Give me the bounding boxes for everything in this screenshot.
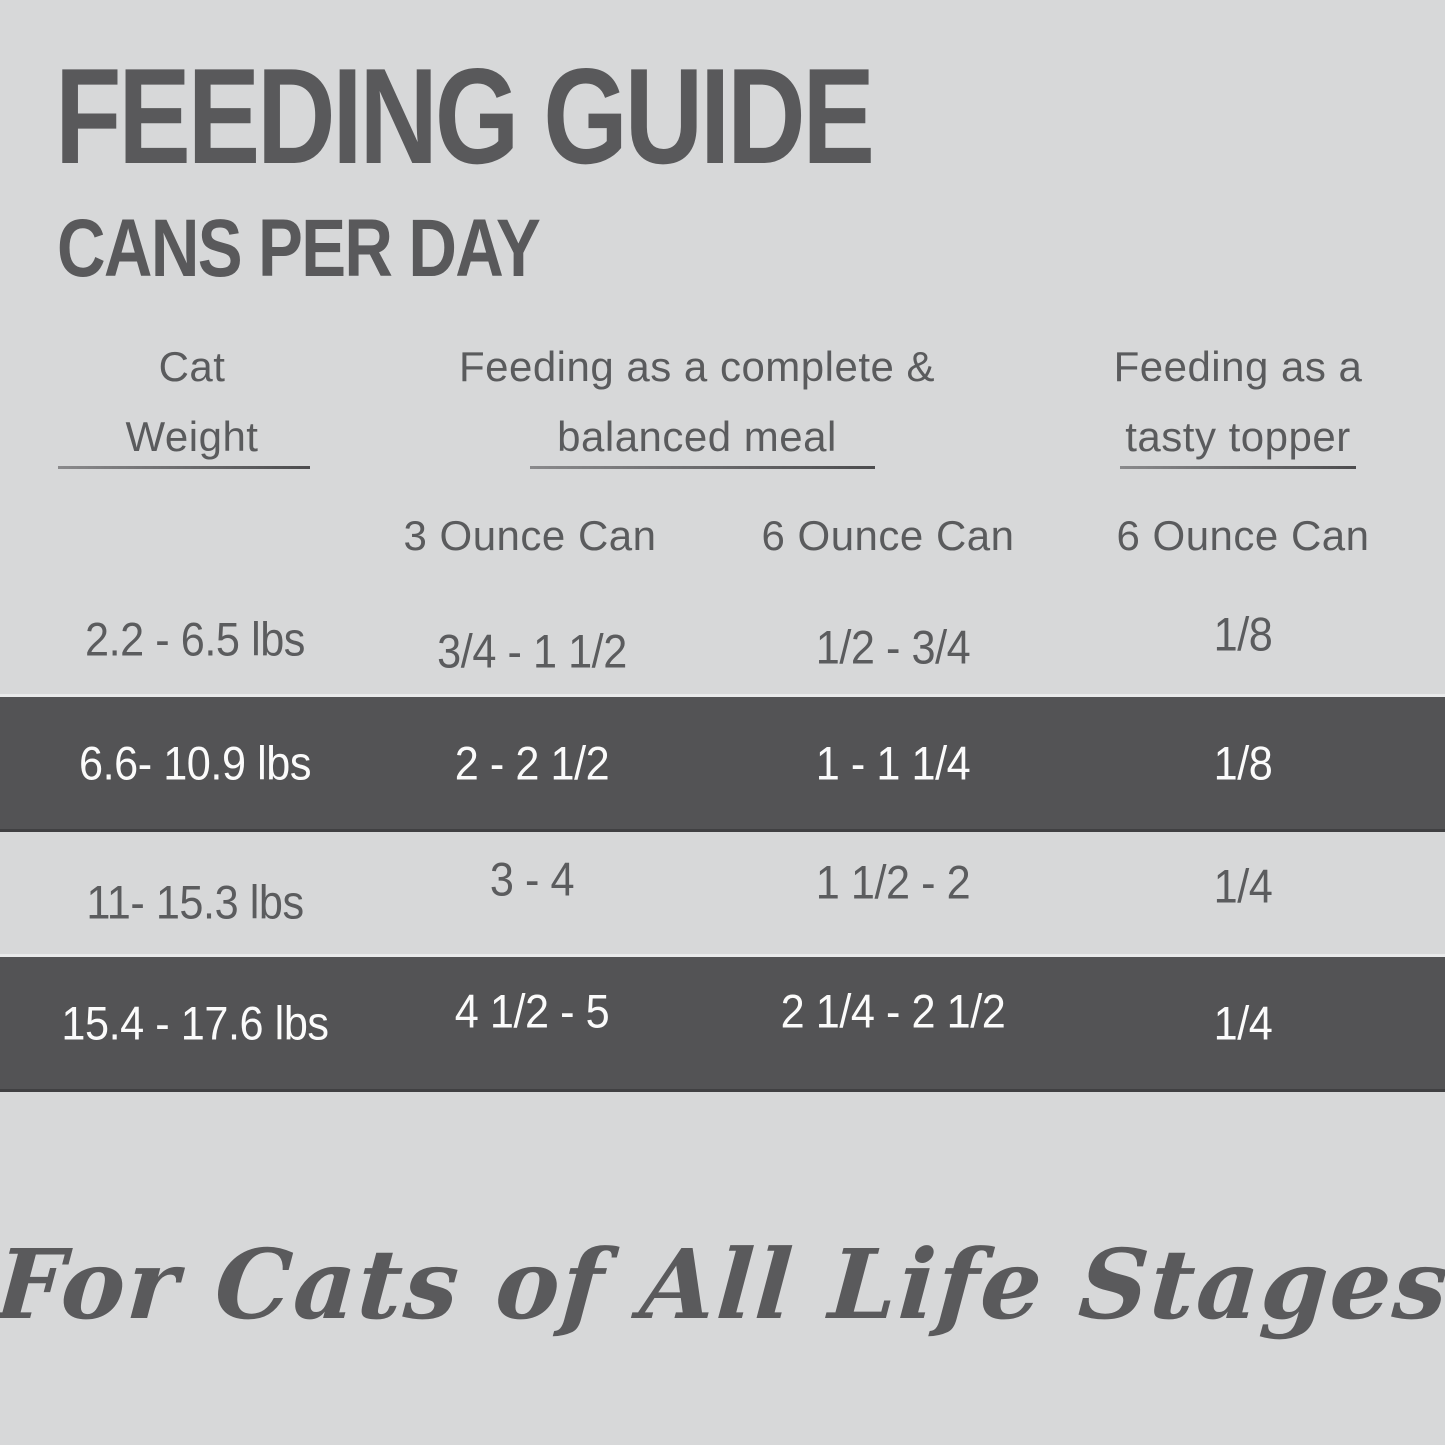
- can6-topper-cell: 1/4: [1213, 996, 1273, 1050]
- cat-weight-line-2: Weight: [125, 413, 259, 460]
- can3-cell: 3 - 4: [489, 852, 575, 906]
- subheader-6oz-can-meal: 6 Ounce Can: [761, 512, 1015, 559]
- column-group-complete-meal: Feeding as a complete & balanced meal: [459, 332, 935, 472]
- can6-topper-cell: 1/8: [1213, 607, 1273, 661]
- complete-meal-line-1: Feeding as a complete &: [458, 343, 936, 390]
- subheader-6oz-can-topper: 6 Ounce Can: [1116, 512, 1370, 559]
- cat-weight-line-1: Cat: [158, 343, 226, 390]
- can6-meal-cell: 2 1/4 - 2 1/2: [780, 984, 1006, 1038]
- cat-weight-cell: 2.2 - 6.5 lbs: [85, 612, 305, 666]
- complete-meal-line-2: balanced meal: [557, 413, 837, 460]
- can6-topper-cell: 1/8: [1213, 736, 1273, 790]
- can3-cell: 4 1/2 - 5: [454, 984, 610, 1038]
- can6-meal-cell: 1 1/2 - 2: [815, 855, 971, 909]
- feeding-guide-title: FEEDING GUIDE: [55, 40, 875, 192]
- cat-weight-cell: 15.4 - 17.6 lbs: [61, 996, 329, 1050]
- cans-per-day-subtitle: CANS PER DAY: [57, 203, 541, 294]
- can6-meal-cell: 1 - 1 1/4: [815, 736, 971, 790]
- can6-topper-cell: 1/4: [1213, 859, 1273, 913]
- subheader-3oz-can: 3 Ounce Can: [403, 512, 657, 559]
- feeding-row-2-highlighted: 6.6- 10.9 lbs 2 - 2 1/2 1 - 1 1/4 1/8: [0, 694, 1445, 832]
- feeding-row-3: 11- 15.3 lbs 3 - 4 1 1/2 - 2 1/4: [0, 832, 1445, 956]
- cat-weight-cell: 11- 15.3 lbs: [86, 875, 304, 929]
- can3-cell: 2 - 2 1/2: [454, 736, 610, 790]
- cat-weight-cell: 6.6- 10.9 lbs: [79, 736, 311, 790]
- column-group-cat-weight: Cat Weight: [126, 332, 259, 472]
- life-stages-tagline: For Cats of All Life Stages: [0, 1228, 1445, 1341]
- can3-cell: 3/4 - 1 1/2: [437, 624, 627, 678]
- cat-weight-underline: [58, 466, 310, 469]
- complete-meal-underline: [530, 466, 875, 469]
- tasty-topper-underline: [1120, 466, 1356, 469]
- tasty-topper-line-2: tasty topper: [1125, 413, 1351, 460]
- feeding-row-4-highlighted: 15.4 - 17.6 lbs 4 1/2 - 5 2 1/4 - 2 1/2 …: [0, 954, 1445, 1092]
- feeding-row-1: 2.2 - 6.5 lbs 3/4 - 1 1/2 1/2 - 3/4 1/8: [0, 582, 1445, 696]
- can6-meal-cell: 1/2 - 3/4: [815, 620, 971, 674]
- tasty-topper-line-1: Feeding as a: [1113, 343, 1363, 390]
- column-group-tasty-topper: Feeding as a tasty topper: [1114, 332, 1363, 472]
